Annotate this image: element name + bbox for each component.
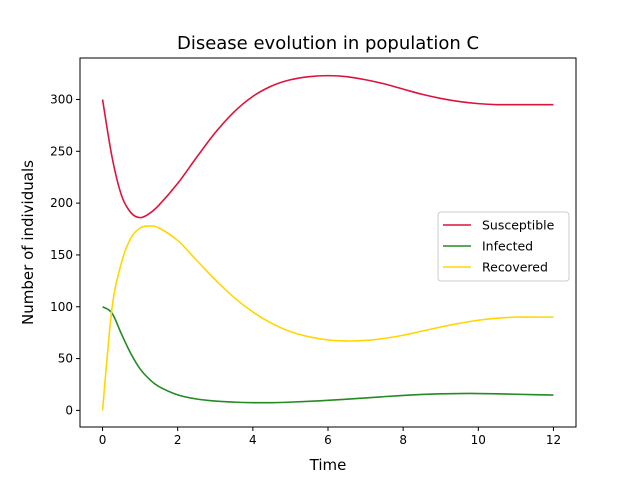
chart-title: Disease evolution in population C bbox=[177, 33, 479, 54]
legend-label-infected: Infected bbox=[482, 239, 533, 254]
y-tick-label: 0 bbox=[65, 403, 73, 417]
y-axis: 0 50 100 150 200 250 300 bbox=[50, 92, 80, 417]
y-tick-label: 150 bbox=[50, 248, 73, 262]
y-tick-label: 300 bbox=[50, 92, 73, 106]
y-tick-label: 200 bbox=[50, 196, 73, 210]
x-axis: 0 2 4 6 8 10 12 bbox=[99, 427, 561, 447]
legend-box bbox=[437, 211, 570, 282]
y-axis-label: Number of individuals bbox=[19, 160, 37, 325]
series-line-susceptible bbox=[101, 74, 554, 219]
x-axis-label: Time bbox=[309, 456, 347, 474]
legend-label-recovered: Recovered bbox=[482, 260, 548, 275]
y-tick-label: 100 bbox=[50, 300, 73, 314]
legend: Susceptible Infected Recovered bbox=[437, 211, 570, 282]
x-tick-label: 0 bbox=[99, 433, 107, 447]
x-tick-label: 6 bbox=[324, 433, 332, 447]
x-tick-label: 2 bbox=[174, 433, 182, 447]
legend-label-susceptible: Susceptible bbox=[482, 218, 555, 233]
series-line-recovered bbox=[101, 225, 554, 411]
series-line-infected bbox=[102, 306, 554, 404]
y-tick-label: 50 bbox=[58, 352, 73, 366]
x-tick-label: 8 bbox=[399, 433, 407, 447]
y-tick-label: 250 bbox=[50, 144, 73, 158]
x-tick-label: 12 bbox=[546, 433, 561, 447]
x-tick-label: 10 bbox=[471, 433, 486, 447]
x-tick-label: 4 bbox=[249, 433, 257, 447]
plot-area bbox=[101, 74, 554, 411]
